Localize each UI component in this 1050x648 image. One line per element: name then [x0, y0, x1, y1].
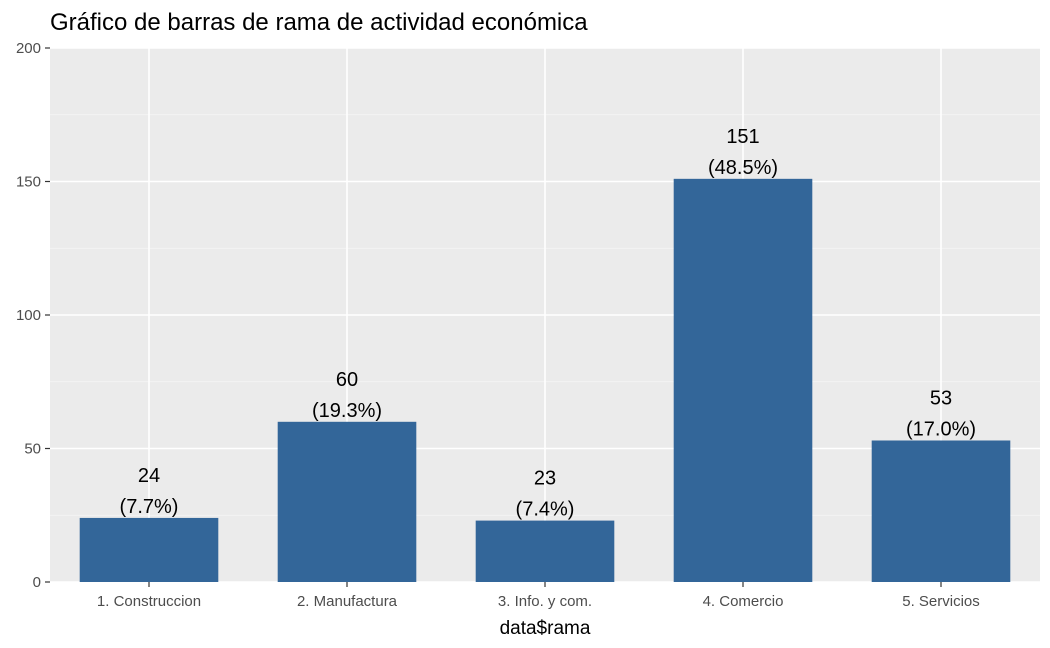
y-tick-label: 50 — [24, 441, 41, 458]
x-tick-label: 3. Info. y com. — [498, 593, 592, 610]
x-axis-title: data$rama — [500, 618, 591, 639]
value-label: 151 — [726, 126, 759, 148]
bar-3 — [475, 520, 615, 582]
percent-label: (17.0%) — [906, 418, 976, 440]
x-tick-label: 5. Servicios — [902, 593, 980, 610]
percent-label: (7.4%) — [516, 499, 575, 521]
percent-label: (7.7%) — [120, 496, 179, 518]
bar-4 — [673, 178, 813, 582]
y-tick-label: 200 — [16, 40, 41, 57]
x-tick-label: 1. Construccion — [97, 593, 201, 610]
value-label: 60 — [336, 369, 358, 391]
value-label: 24 — [138, 465, 160, 487]
percent-label: (19.3%) — [312, 400, 382, 422]
bar-1 — [79, 517, 219, 582]
x-tick-label: 2. Manufactura — [297, 593, 398, 610]
x-axis: 1. Construccion 2. Manufactura 3. Info. y … — [97, 582, 980, 610]
value-label: 53 — [930, 387, 952, 409]
y-axis: 0 50 100 150 200 — [16, 40, 50, 591]
bar-2 — [277, 421, 417, 582]
y-tick-label: 0 — [33, 574, 41, 591]
value-label: 23 — [534, 468, 556, 490]
bars — [79, 178, 1011, 582]
percent-label: (48.5%) — [708, 157, 778, 179]
bar-5 — [871, 440, 1011, 582]
chart-title: Gráfico de barras de rama de actividad e… — [50, 9, 588, 36]
y-tick-label: 100 — [16, 307, 41, 324]
data-labels: 24 (7.7%) 60 (19.3%) 23 (7.4%) 151 (48.5%) 53 (17… — [120, 126, 976, 521]
y-tick-label: 150 — [16, 174, 41, 191]
x-tick-label: 4. Comercio — [703, 593, 784, 610]
